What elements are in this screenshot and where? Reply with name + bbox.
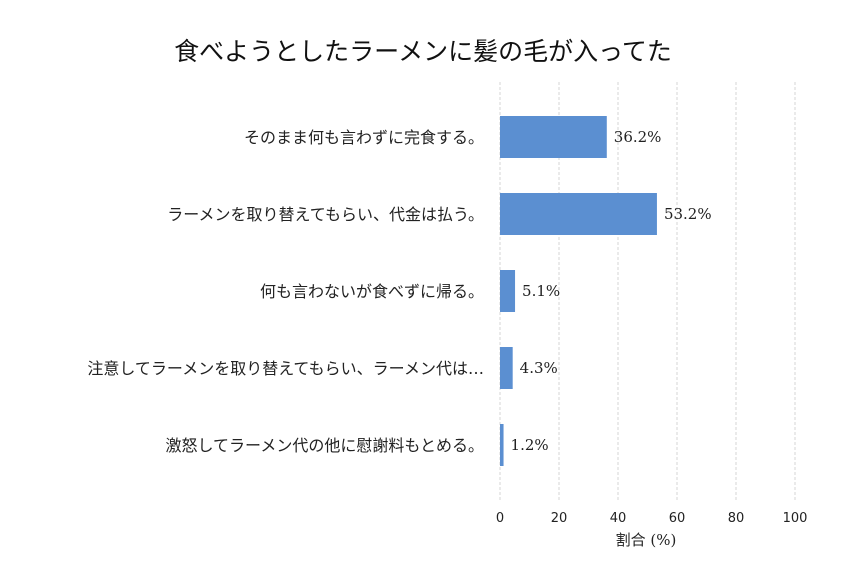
x-tick-label: 40 bbox=[610, 511, 627, 526]
chart-title: 食べようとしたラーメンに髪の毛が入ってた bbox=[174, 37, 672, 66]
x-tick-label: 0 bbox=[496, 511, 504, 526]
bar bbox=[500, 424, 504, 466]
category-label: そのまま何も言わずに完食する。 bbox=[244, 128, 484, 147]
category-label: 激怒してラーメン代の他に慰謝料もとめる。 bbox=[165, 436, 484, 455]
bar bbox=[500, 347, 513, 389]
category-label: 何も言わないが食べずに帰る。 bbox=[260, 282, 484, 301]
category-label: 注意してラーメンを取り替えてもらい、ラーメン代は… bbox=[87, 359, 484, 378]
bar bbox=[500, 193, 657, 235]
category-label: ラーメンを取り替えてもらい、代金は払う。 bbox=[167, 205, 484, 224]
bar bbox=[500, 116, 607, 158]
bars: そのまま何も言わずに完食する。 36.2% ラーメンを取り替えてもらい、代金は払う。… bbox=[87, 116, 712, 466]
x-tick-label: 20 bbox=[551, 511, 568, 526]
x-tick-label: 80 bbox=[728, 511, 745, 526]
value-label: 36.2% bbox=[614, 128, 662, 146]
x-axis-label: 割合 (%) bbox=[616, 531, 677, 549]
x-axis-ticks: 0 20 40 60 80 100 bbox=[496, 511, 808, 526]
value-label: 5.1% bbox=[522, 282, 560, 300]
value-label: 53.2% bbox=[664, 205, 712, 223]
x-tick-label: 60 bbox=[669, 511, 686, 526]
bar bbox=[500, 270, 516, 312]
value-label: 1.2% bbox=[511, 436, 549, 454]
x-tick-label: 100 bbox=[783, 511, 808, 526]
value-label: 4.3% bbox=[520, 359, 558, 377]
